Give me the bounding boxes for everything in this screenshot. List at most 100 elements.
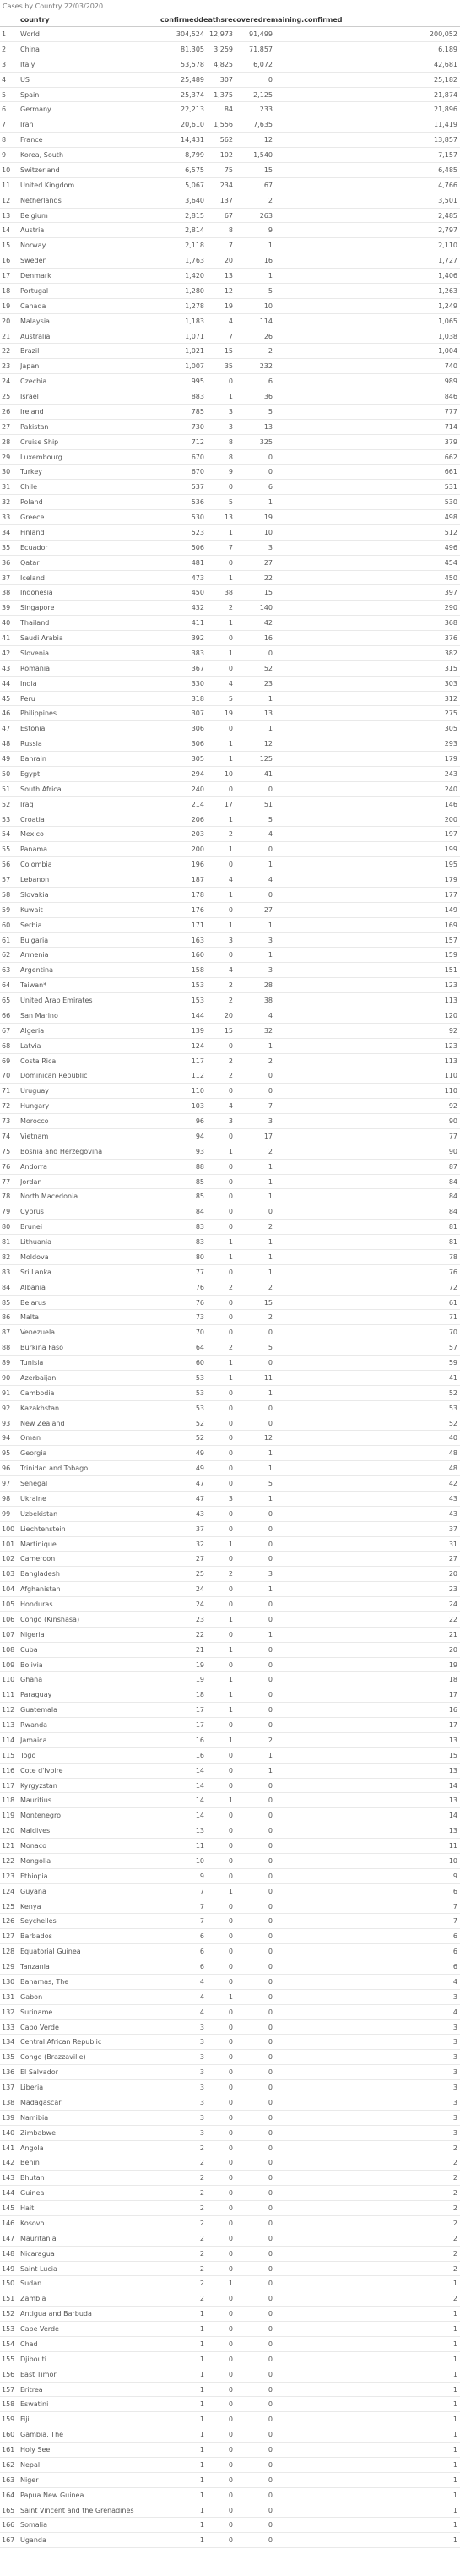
row-remaining: 662 [444,453,457,461]
row-recovered: 15 [263,1298,273,1307]
row-remaining: 13 [448,1796,457,1805]
row-recovered: 38 [263,997,273,1004]
table-row: 65 United Arab Emirates 153 2 38 113 [0,993,460,1008]
row-rank: 126 [2,1917,15,1926]
row-remaining: 123 [444,1041,457,1050]
row-rank: 85 [2,1298,11,1307]
table-row: 82 Moldova 80 1 1 78 [0,1250,460,1265]
row-deaths: 0 [228,2038,233,2046]
row-confirmed: 64 [195,1344,204,1352]
row-remaining: 195 [444,861,457,869]
row-confirmed: 411 [191,619,204,628]
row-recovered: 1 [268,1751,273,1759]
row-recovered: 1 [268,1630,273,1639]
row-confirmed: 506 [191,543,204,552]
row-country: United Arab Emirates [20,997,93,1004]
row-recovered: 0 [268,2144,273,2152]
table-row: 120 Maldives 13 0 0 13 [0,1823,460,1839]
row-recovered: 17 [263,1132,273,1140]
row-confirmed: 1 [199,2475,204,2484]
row-remaining: 41 [448,1373,457,1382]
row-deaths: 0 [228,1465,233,1473]
row-recovered: 325 [259,437,273,446]
row-rank: 144 [2,2189,15,2198]
row-deaths: 0 [228,1872,233,1880]
row-recovered: 10 [263,528,273,536]
row-deaths: 38 [224,589,233,597]
table-row: 138 Madagascar 3 0 0 3 [0,2095,460,2111]
table-row: 9 Korea, South 8,799 102 1,540 7,157 [0,148,460,163]
row-remaining: 19 [448,1660,457,1669]
row-confirmed: 2 [199,2159,204,2167]
row-rank: 2 [2,45,7,53]
row-country: Egypt [20,769,41,778]
row-country: Taiwan* [20,981,47,990]
row-rank: 98 [2,1494,11,1503]
table-row: 146 Kosovo 2 0 0 2 [0,2216,460,2231]
row-deaths: 0 [228,378,233,386]
row-recovered: 0 [268,1917,273,1926]
row-rank: 136 [2,2068,15,2077]
row-recovered: 0 [268,2431,273,2439]
row-rank: 3 [2,60,7,68]
row-recovered: 15 [263,589,273,597]
row-deaths: 1,375 [214,90,233,99]
row-rank: 34 [2,528,11,536]
row-recovered: 12 [263,1434,273,1443]
row-deaths: 8 [228,226,233,235]
row-recovered: 114 [259,317,273,325]
row-rank: 54 [2,830,11,839]
row-deaths: 1 [228,1373,233,1382]
table-row: 152 Antigua and Barbuda 1 0 0 1 [0,2307,460,2322]
row-recovered: 2 [268,1057,273,1065]
row-country: Kazakhstan [20,1404,60,1412]
row-confirmed: 6 [199,1932,204,1941]
table-row: 86 Malta 73 0 2 71 [0,1310,460,1326]
row-deaths: 0 [228,2174,233,2182]
table-row: 125 Kenya 7 0 0 7 [0,1899,460,1915]
row-country: Philippines [20,709,57,718]
row-remaining: 6 [452,1887,457,1895]
row-country: Morocco [20,1117,49,1125]
row-rank: 110 [2,1676,15,1684]
row-rank: 100 [2,1524,15,1533]
row-recovered: 6,072 [253,60,273,68]
row-rank: 55 [2,845,11,854]
row-recovered: 7 [268,1102,273,1111]
row-recovered: 0 [268,2159,273,2167]
table-row: 77 Jordan 85 0 1 84 [0,1175,460,1190]
row-country: Spain [20,90,40,99]
row-confirmed: 1 [199,2491,204,2499]
row-rank: 21 [2,332,11,340]
row-rank: 73 [2,1117,11,1125]
row-recovered: 2 [268,1736,273,1744]
row-deaths: 4 [228,1102,233,1111]
row-deaths: 0 [228,2431,233,2439]
row-confirmed: 17 [195,1706,204,1715]
row-country: Uganda [20,2536,46,2545]
row-deaths: 0 [228,1524,233,1533]
row-remaining: 290 [444,604,457,612]
table-row: 142 Benin 2 0 0 2 [0,2155,460,2171]
row-remaining: 25,182 [434,75,457,84]
row-confirmed: 2 [199,2249,204,2258]
row-country: Georgia [20,1449,47,1458]
row-rank: 77 [2,1177,11,1186]
row-deaths: 0 [228,2460,233,2469]
row-recovered: 0 [268,1072,273,1080]
row-remaining: 2,110 [438,242,457,250]
row-remaining: 1 [452,2506,457,2514]
row-country: Trinidad and Tobago [20,1465,89,1473]
row-remaining: 87 [448,1162,457,1171]
row-deaths: 0 [228,2144,233,2152]
table-row: 151 Zambia 2 0 0 2 [0,2291,460,2307]
row-rank: 11 [2,181,11,189]
row-recovered: 1,540 [253,151,273,159]
table-body: 1 World 304,524 12,973 91,499 200,052 2 China 81… [0,27,460,2549]
row-confirmed: 53 [195,1389,204,1397]
row-country: Sudan [20,2280,42,2288]
row-rank: 141 [2,2144,15,2152]
row-country: Nicaragua [20,2249,55,2258]
row-recovered: 2 [268,1223,273,1231]
row-recovered: 0 [268,2400,273,2409]
